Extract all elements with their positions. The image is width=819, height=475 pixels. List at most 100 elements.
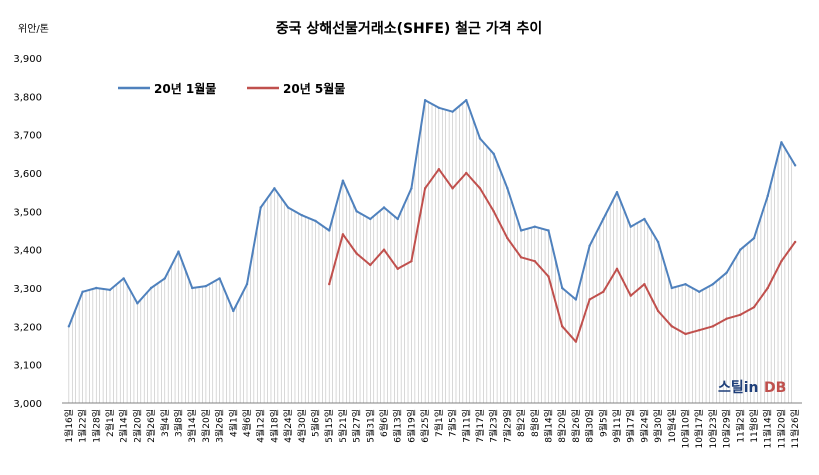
data-point bbox=[793, 164, 797, 167]
x-tick-label: 8월2일 bbox=[515, 409, 527, 437]
x-tick-label: 2월20일 bbox=[131, 409, 143, 443]
y-tick-label: 3,500 bbox=[13, 207, 42, 218]
data-point bbox=[328, 282, 331, 286]
data-point bbox=[506, 187, 509, 190]
x-tick-label: 7월5일 bbox=[447, 409, 459, 437]
data-point bbox=[560, 325, 564, 328]
x-tick-label: 8월26일 bbox=[570, 409, 582, 443]
x-tick-label: 10월17일 bbox=[693, 409, 705, 448]
x-tick-label: 2월14일 bbox=[118, 409, 130, 443]
data-point bbox=[396, 267, 399, 271]
data-point bbox=[177, 250, 180, 253]
x-tick-label: 6월19일 bbox=[405, 409, 417, 443]
x-tick-label: 8월30일 bbox=[584, 409, 596, 443]
x-tick-label: 4월18일 bbox=[268, 409, 280, 443]
data-point bbox=[81, 290, 84, 294]
legend-label-may: 20년 5월물 bbox=[283, 81, 345, 96]
data-point bbox=[739, 248, 742, 251]
data-point bbox=[245, 282, 249, 286]
y-tick-label: 3,800 bbox=[13, 92, 42, 103]
data-point bbox=[410, 259, 413, 263]
data-point bbox=[574, 298, 578, 301]
x-tick-label: 8월20일 bbox=[556, 409, 568, 443]
x-tick-label: 10월4일 bbox=[666, 409, 678, 443]
drop-lines bbox=[68, 100, 793, 403]
data-point bbox=[369, 263, 372, 267]
data-point bbox=[122, 277, 125, 280]
data-point bbox=[341, 179, 345, 182]
x-tick-label: 11월20일 bbox=[775, 409, 787, 448]
x-tick-label: 4월24일 bbox=[282, 409, 294, 443]
x-tick-label: 11월14일 bbox=[762, 409, 774, 448]
data-point bbox=[615, 267, 619, 271]
data-point bbox=[725, 317, 728, 320]
x-tick-label: 7월29일 bbox=[501, 409, 513, 443]
data-point bbox=[533, 225, 536, 228]
data-point bbox=[711, 282, 715, 286]
data-point bbox=[328, 229, 331, 232]
x-tick-label: 11월8일 bbox=[748, 409, 760, 443]
data-point bbox=[574, 340, 578, 343]
data-point bbox=[670, 325, 674, 328]
data-point bbox=[423, 98, 427, 102]
data-point bbox=[766, 286, 769, 290]
x-tick-label: 11월2일 bbox=[734, 409, 746, 443]
data-point bbox=[643, 217, 646, 221]
y-tick-label: 3,600 bbox=[13, 169, 42, 180]
data-point bbox=[355, 210, 358, 213]
data-point bbox=[602, 290, 605, 294]
data-point bbox=[670, 286, 674, 290]
data-point bbox=[739, 313, 742, 317]
x-tick-label: 3월20일 bbox=[200, 409, 212, 443]
data-point bbox=[684, 332, 687, 336]
x-tick-label: 3월4일 bbox=[159, 409, 171, 437]
data-point bbox=[492, 210, 495, 213]
x-tick-label: 8월8일 bbox=[529, 409, 541, 437]
x-tick-label: 3월14일 bbox=[186, 409, 198, 443]
y-tick-label: 3,200 bbox=[13, 322, 42, 333]
data-point bbox=[423, 187, 427, 190]
x-tick-label: 5월31일 bbox=[364, 409, 376, 443]
data-point bbox=[382, 206, 386, 209]
x-tick-label: 1월28일 bbox=[90, 409, 102, 443]
data-point bbox=[218, 277, 221, 280]
data-point bbox=[136, 302, 139, 305]
data-point bbox=[698, 328, 701, 332]
x-tick-label: 2월1일 bbox=[104, 409, 116, 437]
series-line-0 bbox=[67, 99, 796, 327]
plot-area bbox=[67, 98, 797, 343]
data-point bbox=[451, 187, 454, 190]
x-tick-label: 6월13일 bbox=[392, 409, 404, 443]
data-point bbox=[615, 190, 619, 194]
x-tick-label: 5월6일 bbox=[310, 409, 322, 437]
x-tick-label: 2월26일 bbox=[145, 409, 157, 443]
data-point bbox=[95, 286, 98, 290]
data-point bbox=[108, 288, 112, 292]
x-tick-label: 5월21일 bbox=[337, 409, 349, 443]
data-point bbox=[793, 240, 797, 244]
legend-label-jan: 20년 1월물 bbox=[154, 81, 216, 96]
data-point bbox=[560, 286, 564, 290]
data-point bbox=[506, 236, 509, 240]
y-tick-label: 3,000 bbox=[13, 399, 42, 410]
data-point bbox=[780, 141, 783, 144]
data-point bbox=[382, 248, 386, 251]
x-tick-label: 4월12일 bbox=[255, 409, 267, 443]
data-point bbox=[465, 98, 468, 102]
data-point bbox=[519, 229, 523, 232]
data-point bbox=[273, 187, 276, 190]
x-tick-label: 9월24일 bbox=[638, 409, 650, 443]
data-point bbox=[286, 206, 290, 209]
data-point bbox=[752, 305, 756, 309]
x-tick-label: 11월26일 bbox=[789, 409, 801, 448]
data-point bbox=[547, 275, 550, 278]
data-point bbox=[465, 171, 468, 175]
data-point bbox=[204, 284, 208, 288]
data-point bbox=[684, 282, 687, 286]
x-tick-label: 7월23일 bbox=[488, 409, 500, 443]
data-point bbox=[410, 187, 413, 190]
data-point bbox=[588, 298, 591, 301]
data-point bbox=[259, 206, 262, 209]
x-tick-label: 7월17일 bbox=[474, 409, 486, 443]
